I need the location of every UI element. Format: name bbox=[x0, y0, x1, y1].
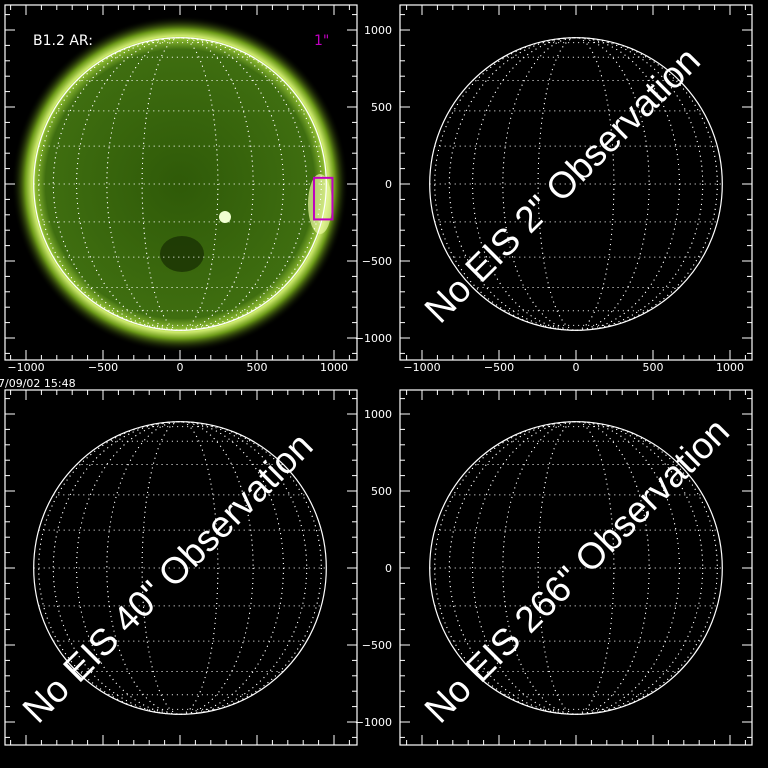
roi-box bbox=[312, 176, 334, 221]
longitude-line bbox=[472, 37, 680, 331]
x-tick-label: 1000 bbox=[716, 361, 744, 374]
x-tick-label: −1000 bbox=[7, 361, 44, 374]
longitude-line bbox=[537, 421, 615, 715]
longitude-line bbox=[434, 37, 718, 331]
longitude-line bbox=[106, 37, 254, 331]
panel-top-left: −1000 −500 0 500 1000 bbox=[4, 4, 358, 374]
x-tick-label: 500 bbox=[247, 361, 268, 374]
longitude-line bbox=[106, 421, 254, 715]
longitude-line bbox=[76, 421, 284, 715]
longitude-line bbox=[141, 421, 219, 715]
panel-top-right: −1000 −500 0 500 1000 −1000 −500 0 500 1000 bbox=[355, 4, 753, 374]
longitude-line bbox=[52, 37, 308, 331]
panel-bottom-right: −1000 −500 0 500 1000 bbox=[355, 389, 753, 746]
y-tick-label: 500 bbox=[371, 101, 392, 114]
x-tick-label: −500 bbox=[88, 361, 118, 374]
longitude-line bbox=[502, 421, 650, 715]
longitude-line bbox=[76, 37, 284, 331]
y-tick-label: −1000 bbox=[355, 716, 392, 729]
longitude-line bbox=[448, 421, 704, 715]
longitude-line bbox=[434, 421, 718, 715]
longitude-line bbox=[38, 421, 322, 715]
y-tick-label: 0 bbox=[385, 562, 392, 575]
y-tick-label: 1000 bbox=[364, 24, 392, 37]
x-tick-label: −500 bbox=[484, 361, 514, 374]
no-observation-2: No EIS 2" Observation bbox=[417, 39, 708, 330]
longitude-line bbox=[141, 37, 219, 331]
longitude-line bbox=[38, 37, 322, 331]
panel-bottom-left bbox=[4, 389, 358, 746]
longitude-line bbox=[537, 37, 615, 331]
x-tick-label: 0 bbox=[177, 361, 184, 374]
y-tick-label: −1000 bbox=[355, 332, 392, 345]
longitude-line bbox=[502, 37, 650, 331]
timestamp: 7/09/02 15:48 bbox=[0, 377, 76, 390]
coronal-hole bbox=[160, 236, 204, 272]
no-observation-40: No EIS 40" Observation bbox=[15, 425, 321, 731]
sun-image bbox=[11, 15, 349, 353]
longitude-line bbox=[472, 421, 680, 715]
y-tick-label: 0 bbox=[385, 178, 392, 191]
y-tick-label: 500 bbox=[371, 485, 392, 498]
plot-frame bbox=[4, 4, 358, 361]
x-tick-label: 500 bbox=[643, 361, 664, 374]
active-region bbox=[219, 211, 231, 223]
longitude-line bbox=[448, 37, 704, 331]
panel-label: B1.2 AR: bbox=[33, 33, 93, 49]
y-tick-label: −500 bbox=[362, 255, 392, 268]
longitude-line bbox=[52, 421, 308, 715]
x-tick-label: 0 bbox=[573, 361, 580, 374]
x-tick-label: −1000 bbox=[403, 361, 440, 374]
exposure-label: 1" bbox=[314, 33, 329, 49]
y-tick-label: −500 bbox=[362, 639, 392, 652]
x-tick-label: 1000 bbox=[320, 361, 348, 374]
no-observation-266: No EIS 266" Observation bbox=[417, 410, 737, 730]
y-tick-label: 1000 bbox=[364, 408, 392, 421]
